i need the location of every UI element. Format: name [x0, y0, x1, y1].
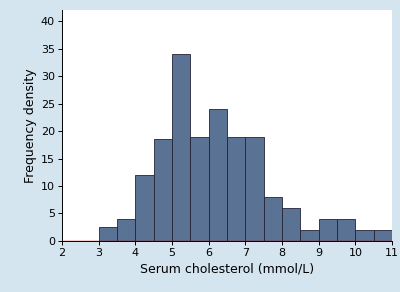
- Bar: [154, 139, 172, 241]
- Bar: [282, 208, 300, 241]
- Bar: [209, 109, 227, 241]
- Bar: [99, 227, 117, 241]
- Bar: [135, 175, 154, 241]
- Bar: [374, 230, 392, 241]
- X-axis label: Serum cholesterol (mmol/L): Serum cholesterol (mmol/L): [140, 262, 314, 275]
- Bar: [190, 137, 209, 241]
- Bar: [300, 230, 319, 241]
- Bar: [355, 230, 374, 241]
- Bar: [172, 54, 190, 241]
- Bar: [319, 219, 337, 241]
- Bar: [245, 137, 264, 241]
- Y-axis label: Frequency density: Frequency density: [24, 68, 37, 183]
- Bar: [264, 197, 282, 241]
- Bar: [227, 137, 245, 241]
- Bar: [117, 219, 135, 241]
- Bar: [337, 219, 355, 241]
